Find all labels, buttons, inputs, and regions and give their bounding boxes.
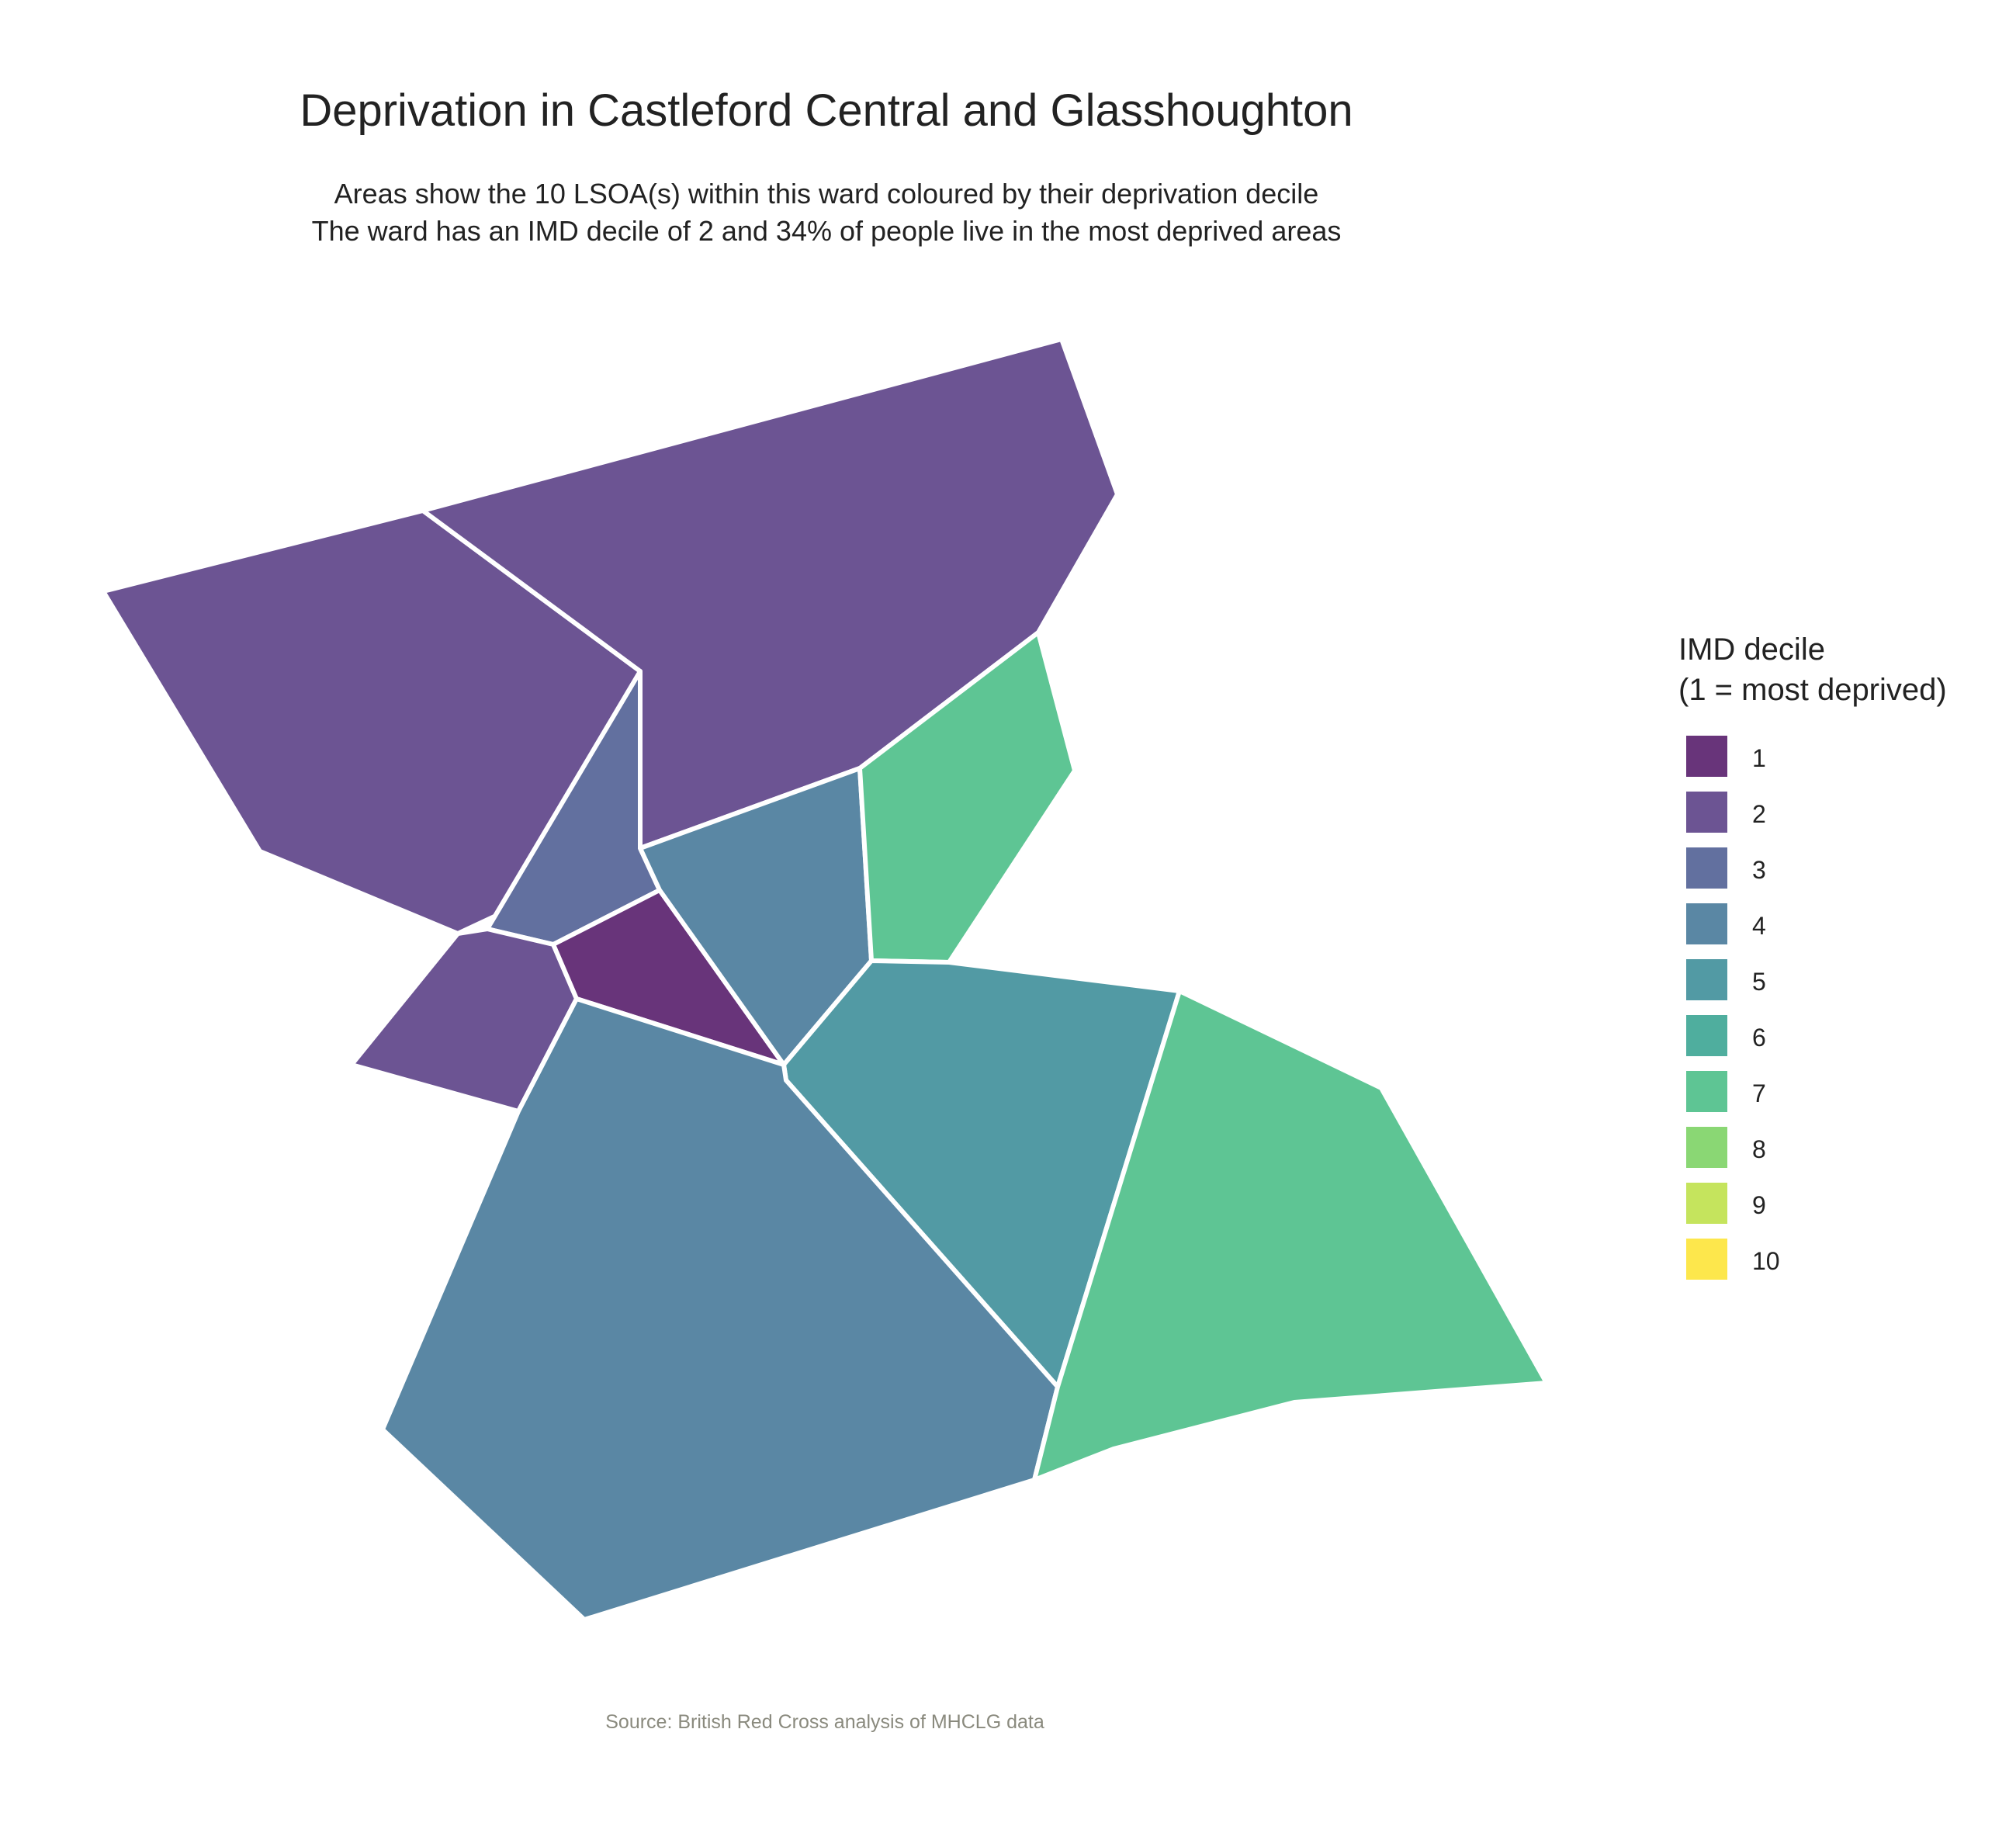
legend-swatch-7 bbox=[1686, 1071, 1727, 1112]
legend-label-5: 5 bbox=[1752, 968, 1766, 996]
subtitle-line-2: The ward has an IMD decile of 2 and 34% … bbox=[312, 215, 1342, 247]
legend-label-2: 2 bbox=[1752, 800, 1766, 828]
legend-label-3: 3 bbox=[1752, 856, 1766, 884]
legend-label-9: 9 bbox=[1752, 1191, 1766, 1219]
legend: 1 2 3 4 5 6 7 8 9 10 bbox=[1686, 736, 1780, 1280]
map-title: Deprivation in Castleford Central and Gl… bbox=[300, 85, 1353, 136]
legend-label-6: 6 bbox=[1752, 1024, 1766, 1052]
lsoa-area bbox=[857, 630, 1077, 965]
legend-swatch-6 bbox=[1686, 1015, 1727, 1056]
legend-title-line-1: IMD decile bbox=[1678, 632, 1825, 667]
legend-label-10: 10 bbox=[1752, 1247, 1780, 1275]
legend-label-4: 4 bbox=[1752, 912, 1766, 940]
lsoa-areas bbox=[101, 337, 1549, 1622]
legend-swatch-9 bbox=[1686, 1183, 1727, 1224]
legend-swatch-8 bbox=[1686, 1127, 1727, 1168]
legend-swatch-4 bbox=[1686, 903, 1727, 944]
legend-swatch-2 bbox=[1686, 792, 1727, 833]
legend-label-1: 1 bbox=[1752, 744, 1766, 772]
legend-swatch-3 bbox=[1686, 847, 1727, 889]
subtitle-line-1: Areas show the 10 LSOA(s) within this wa… bbox=[334, 178, 1319, 210]
legend-label-7: 7 bbox=[1752, 1079, 1766, 1107]
legend-label-8: 8 bbox=[1752, 1135, 1766, 1163]
legend-title-line-2: (1 = most deprived) bbox=[1678, 673, 1947, 707]
legend-swatch-1 bbox=[1686, 736, 1727, 777]
legend-swatch-5 bbox=[1686, 959, 1727, 1000]
legend-swatch-10 bbox=[1686, 1239, 1727, 1280]
source-caption: Source: British Red Cross analysis of MH… bbox=[605, 1711, 1044, 1733]
lsoa-area bbox=[1032, 989, 1549, 1482]
